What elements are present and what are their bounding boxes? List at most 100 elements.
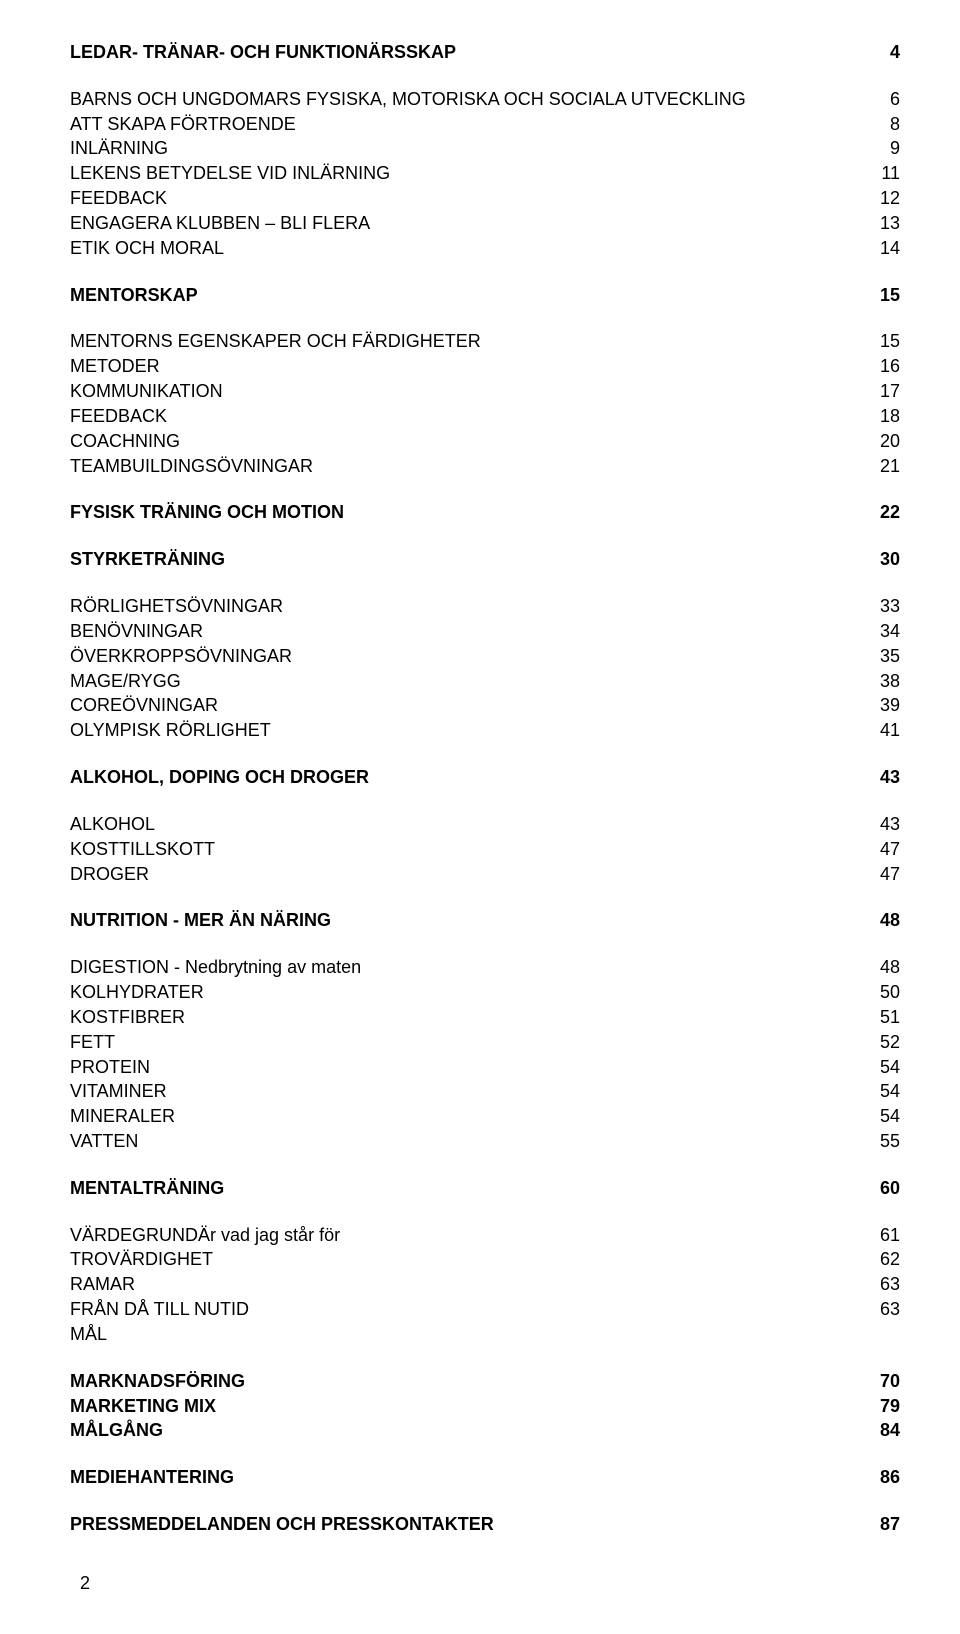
- toc-entry-label: ATT SKAPA FÖRTROENDE: [70, 112, 860, 137]
- toc-entry: KOLHYDRATER50: [70, 980, 900, 1005]
- toc-entry-label: KOSTFIBRER: [70, 1005, 860, 1030]
- toc-entry: LEDAR- TRÄNAR- OCH FUNKTIONÄRSSKAP4: [70, 40, 900, 65]
- toc-entry: KOSTFIBRER51: [70, 1005, 900, 1030]
- toc-entry-page: 30: [860, 547, 900, 572]
- toc-entry-label: VITAMINER: [70, 1079, 860, 1104]
- toc-entry-label: KOSTTILLSKOTT: [70, 837, 860, 862]
- toc-entry-label: STYRKETRÄNING: [70, 547, 860, 572]
- toc-entry: MAGE/RYGG38: [70, 669, 900, 694]
- toc-entry: MENTALTRÄNING60: [70, 1176, 900, 1201]
- toc-entry: FETT52: [70, 1030, 900, 1055]
- toc-entry: MÅLGÅNG84: [70, 1418, 900, 1443]
- toc-entry-page: 18: [860, 404, 900, 429]
- toc-entry: NUTRITION - MER ÄN NÄRING48: [70, 908, 900, 933]
- toc-entry-label: LEKENS BETYDELSE VID INLÄRNING: [70, 161, 860, 186]
- toc-entry-label: FYSISK TRÄNING OCH MOTION: [70, 500, 860, 525]
- toc-entry-page: 34: [860, 619, 900, 644]
- toc-entry-label: OLYMPISK RÖRLIGHET: [70, 718, 860, 743]
- toc-entry: MEDIEHANTERING86: [70, 1465, 900, 1490]
- toc-entry-page: 35: [860, 644, 900, 669]
- toc-entry: PRESSMEDDELANDEN OCH PRESSKONTAKTER87: [70, 1512, 900, 1537]
- toc-entry-label: MARKETING MIX: [70, 1394, 860, 1419]
- toc-entry: VATTEN55: [70, 1129, 900, 1154]
- toc-entry-label: MENTORSKAP: [70, 283, 860, 308]
- toc-entry-page: 15: [860, 329, 900, 354]
- toc-entry-page: 15: [860, 283, 900, 308]
- toc-entry-label: MENTALTRÄNING: [70, 1176, 860, 1201]
- toc-entry: RÖRLIGHETSÖVNINGAR33: [70, 594, 900, 619]
- toc-entry: STYRKETRÄNING30: [70, 547, 900, 572]
- toc-entry: DIGESTION - Nedbrytning av maten48: [70, 955, 900, 980]
- toc-entry: ATT SKAPA FÖRTROENDE8: [70, 112, 900, 137]
- toc-entry: METODER16: [70, 354, 900, 379]
- toc-entry-label: TROVÄRDIGHET: [70, 1247, 860, 1272]
- toc-entry: INLÄRNING9: [70, 136, 900, 161]
- toc-entry-page: 79: [860, 1394, 900, 1419]
- toc-entry: ETIK OCH MORAL14: [70, 236, 900, 261]
- toc-entry: BARNS OCH UNGDOMARS FYSISKA, MOTORISKA O…: [70, 87, 900, 112]
- toc-entry-label: RAMAR: [70, 1272, 860, 1297]
- toc-entry: ÖVERKROPPSÖVNINGAR35: [70, 644, 900, 669]
- toc-entry-label: ALKOHOL, DOPING OCH DROGER: [70, 765, 860, 790]
- toc-entry-page: 11: [860, 161, 900, 186]
- toc-entry-label: VATTEN: [70, 1129, 860, 1154]
- toc-entry-page: 55: [860, 1129, 900, 1154]
- toc-entry-label: DROGER: [70, 862, 860, 887]
- toc-entry-label: FEEDBACK: [70, 186, 860, 211]
- toc-entry: VÄRDEGRUNDÄr vad jag står för61: [70, 1223, 900, 1248]
- toc-entry-page: 63: [860, 1272, 900, 1297]
- toc-entry-page: 63: [860, 1297, 900, 1322]
- toc-entry-page: 22: [860, 500, 900, 525]
- toc-entry-page: 48: [860, 955, 900, 980]
- toc-entry-label: PRESSMEDDELANDEN OCH PRESSKONTAKTER: [70, 1512, 860, 1537]
- toc-entry-label: COREÖVNINGAR: [70, 693, 860, 718]
- toc-entry-label: FETT: [70, 1030, 860, 1055]
- toc-entry-label: ÖVERKROPPSÖVNINGAR: [70, 644, 860, 669]
- page-number: 2: [70, 1573, 900, 1594]
- toc-entry-label: METODER: [70, 354, 860, 379]
- toc-entry: ALKOHOL, DOPING OCH DROGER43: [70, 765, 900, 790]
- toc-entry: FEEDBACK12: [70, 186, 900, 211]
- toc-entry-page: 17: [860, 379, 900, 404]
- toc-entry: LEKENS BETYDELSE VID INLÄRNING11: [70, 161, 900, 186]
- toc-entry-page: 9: [860, 136, 900, 161]
- toc-entry-page: 70: [860, 1369, 900, 1394]
- toc-entry-page: 61: [860, 1223, 900, 1248]
- toc-entry: ENGAGERA KLUBBEN – BLI FLERA13: [70, 211, 900, 236]
- toc-entry-label: MINERALER: [70, 1104, 860, 1129]
- toc-entry-label: ENGAGERA KLUBBEN – BLI FLERA: [70, 211, 860, 236]
- toc-entry-label: ETIK OCH MORAL: [70, 236, 860, 261]
- toc-entry: TEAMBUILDINGSÖVNINGAR21: [70, 454, 900, 479]
- toc-entry-page: 39: [860, 693, 900, 718]
- toc-entry-label: MARKNADSFÖRING: [70, 1369, 860, 1394]
- toc-entry-page: 12: [860, 186, 900, 211]
- toc-entry-page: 41: [860, 718, 900, 743]
- table-of-contents: LEDAR- TRÄNAR- OCH FUNKTIONÄRSSKAP4 BARNS…: [70, 40, 900, 1537]
- toc-entry-label: FEEDBACK: [70, 404, 860, 429]
- toc-entry: KOSTTILLSKOTT47: [70, 837, 900, 862]
- toc-entry-label: TEAMBUILDINGSÖVNINGAR: [70, 454, 860, 479]
- toc-entry: BENÖVNINGAR34: [70, 619, 900, 644]
- toc-entry: DROGER47: [70, 862, 900, 887]
- toc-entry: MARKETING MIX79: [70, 1394, 900, 1419]
- toc-entry-page: 33: [860, 594, 900, 619]
- toc-entry-label: NUTRITION - MER ÄN NÄRING: [70, 908, 860, 933]
- toc-entry-page: 60: [860, 1176, 900, 1201]
- toc-entry-label: COACHNING: [70, 429, 860, 454]
- toc-entry-page: 43: [860, 812, 900, 837]
- toc-entry-page: 6: [860, 87, 900, 112]
- toc-entry-page: 8: [860, 112, 900, 137]
- toc-entry: TROVÄRDIGHET62: [70, 1247, 900, 1272]
- toc-entry-label: MÅLGÅNG: [70, 1418, 860, 1443]
- toc-entry: MÅL: [70, 1322, 900, 1347]
- toc-entry-page: 14: [860, 236, 900, 261]
- toc-entry-page: 21: [860, 454, 900, 479]
- toc-entry-page: 38: [860, 669, 900, 694]
- toc-entry-page: 50: [860, 980, 900, 1005]
- toc-entry-page: 84: [860, 1418, 900, 1443]
- toc-entry-label: LEDAR- TRÄNAR- OCH FUNKTIONÄRSSKAP: [70, 40, 860, 65]
- toc-entry-page: 47: [860, 862, 900, 887]
- toc-entry-label: KOMMUNIKATION: [70, 379, 860, 404]
- toc-entry-page: 48: [860, 908, 900, 933]
- toc-entry-label: DIGESTION - Nedbrytning av maten: [70, 955, 860, 980]
